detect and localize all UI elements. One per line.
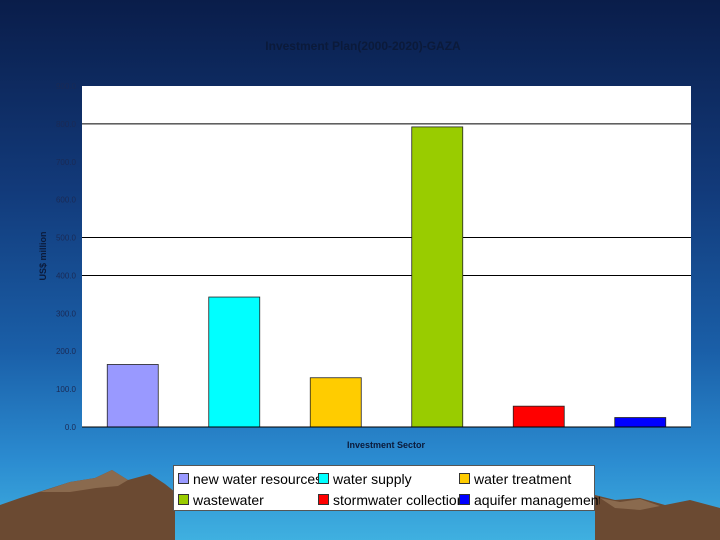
legend-item: water supply: [318, 468, 459, 489]
chart-title: Investment Plan(2000-2020)-GAZA: [265, 39, 461, 53]
bars: [106, 126, 667, 428]
y-tick-label: 0.0: [65, 423, 77, 432]
y-tick-label: 700.0: [56, 158, 77, 167]
y-tick-label: 300.0: [56, 309, 77, 318]
legend-swatch: [178, 494, 189, 505]
legend-label: wastewater: [193, 491, 264, 508]
legend-item: water treatment: [459, 468, 600, 489]
legend-item: new water resources: [178, 468, 318, 489]
legend-swatch: [459, 494, 470, 505]
y-axis-ticks: 0.0 100.0 200.0 300.0 400.0 500.0 600.0 700.0 80…: [56, 82, 77, 432]
legend-item: aquifer management: [459, 489, 600, 510]
plot-area: [82, 86, 691, 427]
y-axis-label: US$ million: [38, 231, 48, 280]
gridlines: [82, 123, 691, 276]
y-tick-label: 100.0: [56, 385, 77, 394]
y-tick-label: 600.0: [56, 196, 77, 205]
bar-aquifer-management: [614, 417, 667, 428]
bar-stormwater-collection: [512, 405, 565, 428]
chart-legend: new water resources water supply water tre…: [173, 465, 600, 511]
legend-item: wastewater: [178, 489, 318, 510]
legend-swatch: [318, 494, 329, 505]
y-tick-label: 800.0: [56, 120, 77, 129]
y-tick-label: 200.0: [56, 347, 77, 356]
y-tick-label: 400.0: [56, 271, 77, 280]
legend-swatch: [178, 473, 189, 484]
legend-label: stormwater collection: [333, 491, 459, 508]
bar-water-treatment: [309, 377, 362, 428]
bar-water-supply: [208, 296, 261, 428]
legend-label: water supply: [333, 470, 412, 487]
legend-item: stormwater collection: [318, 489, 459, 510]
legend-label: aquifer management: [474, 491, 600, 508]
legend-swatch: [318, 473, 329, 484]
legend-label: new water resources: [193, 470, 318, 487]
legend-swatch: [459, 473, 470, 484]
bar-wastewater: [411, 126, 464, 428]
bar-new-water-resources: [106, 364, 159, 428]
x-axis-label: Investment Sector: [347, 440, 426, 450]
y-tick-label: 900.0: [56, 82, 77, 91]
legend-label: water treatment: [474, 470, 572, 487]
y-tick-label: 500.0: [56, 234, 77, 243]
